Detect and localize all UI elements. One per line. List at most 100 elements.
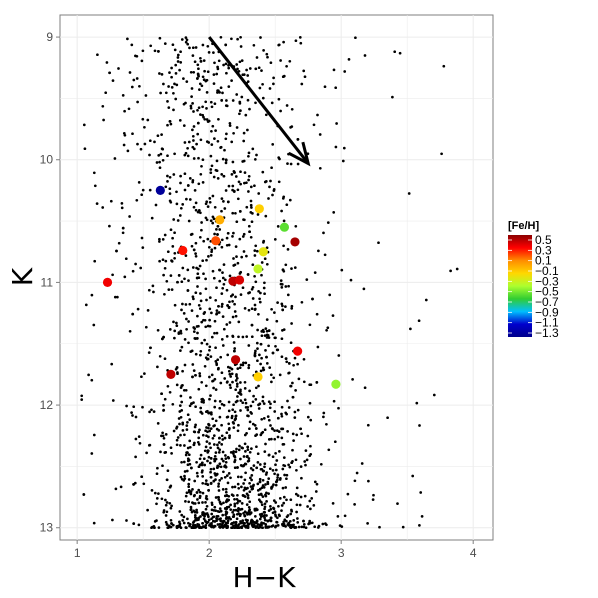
field-star-point: [272, 76, 275, 80]
field-star-point: [323, 85, 327, 89]
field-star-point: [277, 43, 281, 47]
field-star-point: [250, 478, 253, 482]
field-star-point: [150, 216, 154, 220]
field-star-point: [290, 509, 294, 513]
field-star-point: [245, 205, 249, 209]
field-star-point: [169, 518, 173, 522]
field-star-point: [280, 302, 284, 306]
field-star-point: [194, 352, 198, 356]
field-star-point: [205, 497, 209, 501]
field-star-point: [251, 263, 255, 267]
field-star-point: [309, 418, 313, 422]
field-star-point: [120, 202, 124, 205]
field-star-point: [198, 82, 202, 86]
field-star-point: [278, 157, 281, 161]
field-star-point: [257, 407, 261, 410]
field-star-point: [189, 104, 193, 108]
field-star-point: [407, 192, 411, 195]
field-star-point: [186, 268, 190, 272]
field-star-point: [183, 444, 186, 447]
field-star-point: [179, 50, 182, 54]
field-star-point: [269, 402, 272, 406]
field-star-point: [204, 410, 208, 414]
field-star-point: [218, 228, 222, 231]
field-star-point: [231, 510, 234, 514]
field-star-point: [199, 138, 203, 142]
field-star-point: [209, 355, 213, 358]
field-star-point: [260, 417, 264, 421]
field-star-point: [316, 345, 320, 349]
field-star-point: [135, 77, 139, 80]
field-star-point: [208, 200, 212, 204]
field-star-point: [303, 460, 307, 463]
field-star-point: [252, 524, 256, 528]
field-star-point: [113, 295, 117, 299]
field-star-point: [262, 402, 266, 405]
field-star-point: [239, 35, 242, 39]
field-star-point: [231, 408, 235, 412]
field-star-point: [362, 287, 366, 291]
field-star-point: [366, 522, 369, 525]
field-star-point: [196, 331, 199, 335]
field-star-point: [253, 353, 257, 357]
field-star-point: [191, 501, 194, 504]
field-star-point: [193, 523, 197, 527]
field-star-point: [170, 260, 174, 263]
field-star-point: [303, 494, 307, 498]
field-star-point: [262, 417, 266, 420]
field-star-point: [288, 465, 292, 469]
field-star-point: [217, 451, 221, 454]
field-star-point: [286, 293, 290, 297]
field-star-point: [240, 446, 244, 450]
field-star-point: [291, 448, 294, 452]
field-star-point: [167, 106, 171, 109]
field-star-point: [196, 77, 199, 80]
field-star-point: [237, 499, 240, 503]
field-star-point: [212, 73, 216, 76]
field-star-point: [251, 147, 255, 151]
field-star-point: [139, 266, 143, 270]
field-star-point: [251, 484, 255, 488]
field-star-point: [225, 243, 229, 247]
field-star-point: [424, 298, 428, 302]
field-star-point: [232, 524, 235, 528]
field-star-point: [232, 257, 235, 260]
field-star-point: [341, 159, 345, 163]
field-star-point: [155, 472, 159, 476]
field-star-point: [239, 381, 242, 384]
reddening-arrow-shaft: [207, 36, 310, 165]
field-star-point: [280, 355, 284, 359]
field-star-point: [235, 382, 239, 386]
field-star-point: [228, 321, 232, 324]
field-star-point: [168, 71, 171, 74]
field-star-point: [215, 427, 219, 431]
field-star-point: [208, 318, 211, 322]
field-star-point: [164, 450, 168, 454]
field-star-point: [223, 278, 227, 282]
field-star-point: [166, 123, 169, 127]
field-star-point: [245, 68, 248, 72]
field-star-point: [234, 523, 238, 527]
field-star-point: [236, 188, 240, 192]
field-star-point: [191, 266, 195, 269]
field-star-point: [237, 507, 240, 511]
field-star-point: [199, 406, 203, 410]
field-star-point: [261, 399, 265, 403]
field-star-point: [93, 184, 97, 188]
field-star-point: [252, 394, 255, 398]
field-star-point: [214, 457, 218, 461]
y-tick-label: 10: [40, 153, 54, 167]
field-star-point: [213, 137, 216, 140]
field-star-point: [200, 228, 203, 232]
field-star-point: [267, 525, 271, 529]
field-star-point: [238, 514, 242, 518]
field-star-point: [230, 79, 233, 82]
field-star-point: [318, 166, 322, 170]
field-star-point: [236, 482, 240, 486]
field-star-point: [249, 199, 253, 203]
field-star-point: [281, 467, 285, 471]
field-star-point: [232, 452, 235, 455]
field-star-point: [222, 174, 226, 178]
field-star-point: [221, 157, 225, 161]
field-star-point: [185, 491, 189, 495]
